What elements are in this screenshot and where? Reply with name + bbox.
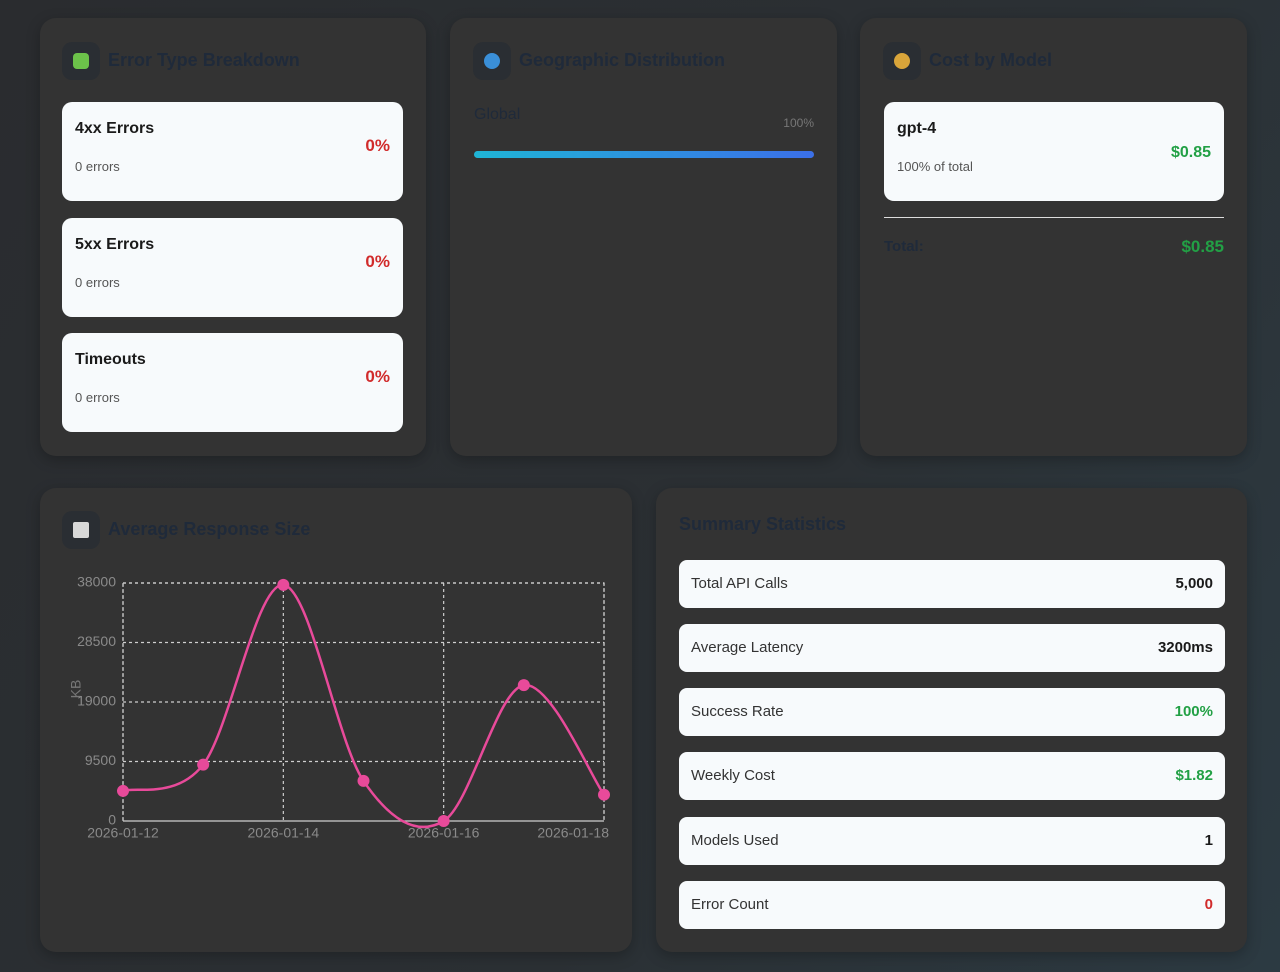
card-title: Summary Statistics: [679, 514, 847, 534]
error-item: Timeouts 0 errors 0%: [62, 333, 403, 432]
divider: [884, 217, 1224, 218]
stat-row: Models Used 1: [679, 817, 1225, 865]
error-name: Timeouts: [75, 351, 146, 368]
stat-label: Total API Calls: [691, 575, 788, 592]
point: [277, 578, 290, 591]
point: [117, 784, 129, 797]
card-title: Cost by Model: [929, 50, 1053, 70]
y-tick-label: 0: [108, 812, 116, 828]
chart-card: Average Response Size KB 0 9500 19000 28500…: [40, 488, 632, 952]
y-tick-label: 38000: [77, 574, 116, 590]
stat-value: 0: [1204, 896, 1213, 913]
error-detail: 0 errors: [75, 390, 120, 405]
point: [517, 679, 530, 692]
model-name: gpt-4: [897, 120, 937, 137]
icon: [473, 42, 511, 80]
bar-track: [474, 151, 814, 158]
point: [197, 758, 210, 771]
stat-row: Average Latency 3200ms: [679, 624, 1225, 672]
stat-value: 5,000: [1175, 575, 1213, 592]
card-title: Average Response Size: [108, 519, 311, 539]
stat-value: $1.82: [1175, 767, 1213, 784]
summary-card: Summary Statistics Total API Calls 5,000 …: [656, 488, 1247, 952]
stat-row: Success Rate 100%: [679, 688, 1225, 736]
total-label: Total:: [884, 238, 924, 255]
error-item: 5xx Errors 0 errors 0%: [62, 218, 403, 317]
point: [598, 788, 610, 801]
x-tick-label: 2026-01-12: [87, 825, 159, 841]
error-detail: 0 errors: [75, 275, 120, 290]
model-cost: $0.85: [1170, 144, 1211, 161]
icon: [62, 511, 100, 549]
error-percent: 0%: [365, 252, 390, 271]
cost-card: Cost by Model gpt-4 100% of total $0.85 …: [860, 18, 1247, 456]
y-tick-label: 9500: [85, 752, 116, 768]
total-value: $0.85: [1181, 237, 1224, 256]
x-tick-label: 2026-01-14: [248, 825, 320, 841]
error-name: 5xx Errors: [75, 236, 155, 253]
region-name: Global: [474, 106, 521, 123]
region-share: 100%: [783, 116, 814, 130]
y-axis-label: KB: [68, 680, 84, 699]
error-percent: 0%: [365, 367, 390, 386]
stat-label: Weekly Cost: [691, 767, 775, 784]
line: [122, 583, 606, 829]
y-tick-label: 19000: [77, 693, 116, 709]
stat-row: Total API Calls 5,000: [679, 560, 1225, 608]
geo-card: Geographic Distribution Global 100%: [450, 18, 837, 456]
stat-value: 1: [1204, 832, 1213, 849]
error-detail: 0 errors: [75, 159, 120, 174]
icon: [883, 42, 921, 80]
error-name: 4xx Errors: [75, 120, 155, 137]
card-title: Geographic Distribution: [519, 50, 726, 70]
icon: [62, 42, 100, 80]
error-card: Error Type Breakdown 4xx Errors 0 errors…: [40, 18, 426, 456]
x-tick-label: 2026-01-16: [408, 825, 480, 841]
stat-value: 3200ms: [1157, 639, 1213, 656]
stat-row: Weekly Cost $1.82: [679, 752, 1225, 800]
error-percent: 0%: [365, 136, 390, 155]
y-tick-label: 28500: [77, 633, 116, 649]
point: [357, 774, 370, 787]
point: [437, 815, 450, 827]
stat-label: Models Used: [691, 832, 779, 849]
region-bar: [474, 151, 814, 158]
stat-label: Error Count: [691, 896, 769, 913]
model-share: 100% of total: [897, 159, 973, 174]
error-item: 4xx Errors 0 errors 0%: [62, 102, 403, 201]
stat-label: Average Latency: [691, 639, 804, 656]
stat-value: 100%: [1174, 703, 1213, 720]
line-chart: KB 0 9500 19000 28500 38000 2026-01-12 2026-01…: [68, 574, 610, 841]
model-item: gpt-4 100% of total $0.85: [884, 102, 1224, 201]
card-title: Error Type Breakdown: [108, 50, 300, 70]
stat-row: Error Count 0: [679, 881, 1225, 929]
x-tick-label: 2026-01-18: [537, 825, 609, 841]
stat-label: Success Rate: [691, 703, 784, 720]
